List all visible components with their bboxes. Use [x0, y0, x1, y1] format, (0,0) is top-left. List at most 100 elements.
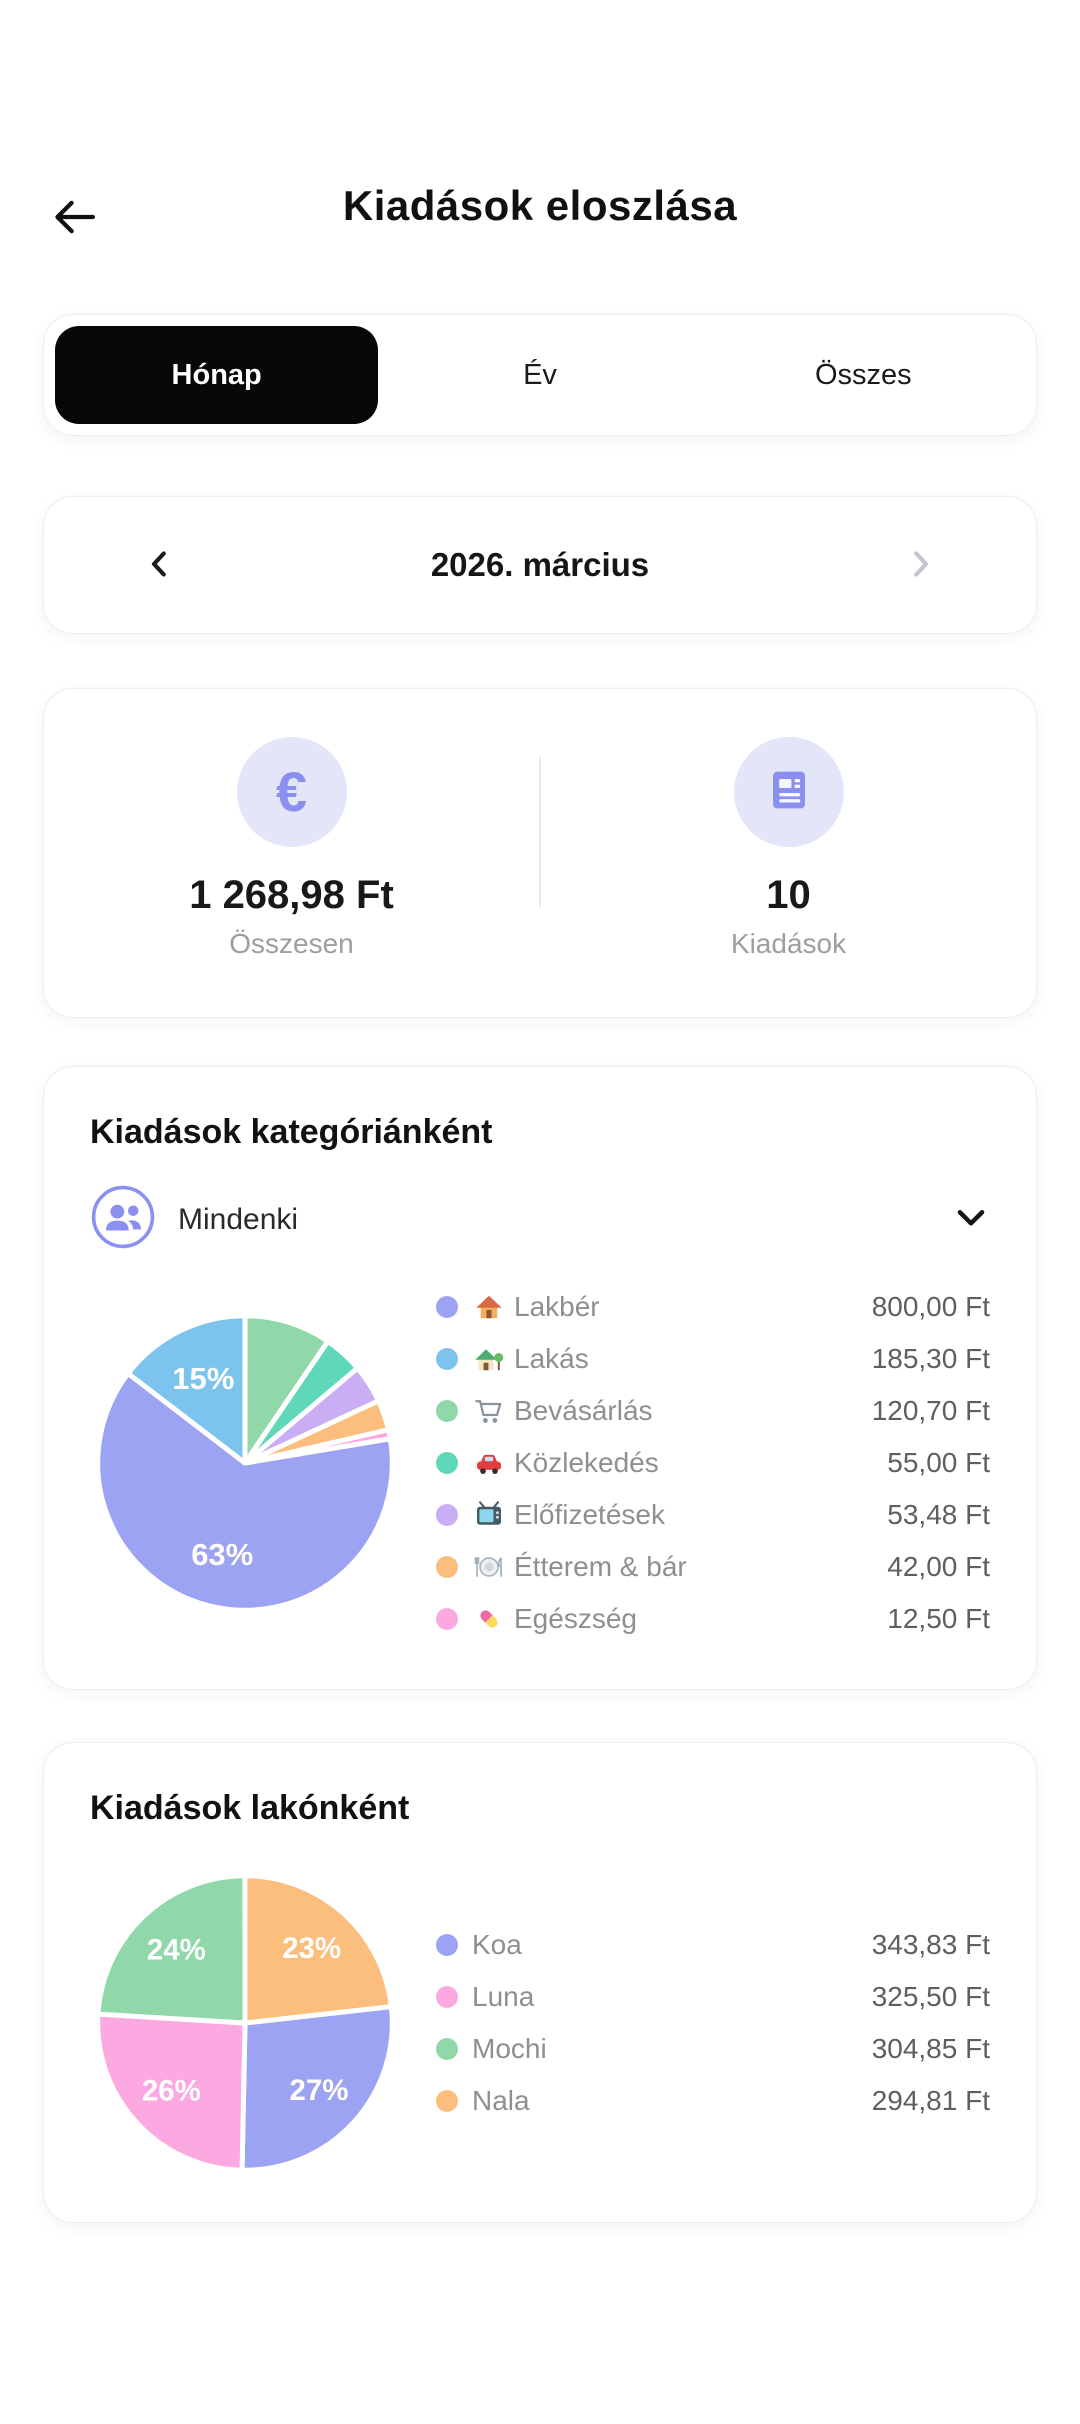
legend-amount: 12,50 Ft [887, 1603, 990, 1634]
total-summary: € 1 268,98 Ft Összesen [44, 737, 539, 1017]
pie-percent-label: 27% [289, 2074, 348, 2107]
legend-label: Előfizetések [514, 1499, 665, 1530]
pie-slice-lak-s [125, 1313, 248, 1466]
legend-row: Előfizetések 53,48 Ft [436, 1489, 990, 1541]
tab-honap[interactable]: Hónap [55, 326, 379, 424]
receipt-icon [762, 763, 816, 822]
chevron-right-icon [902, 546, 938, 585]
next-month-button[interactable] [896, 541, 944, 589]
legend-color-dot [436, 2038, 458, 2060]
legend-label: Étterem & bár [514, 1551, 687, 1582]
legend-color-dot [436, 1608, 458, 1630]
total-caption: Összesen [229, 928, 354, 959]
chevron-left-icon [142, 546, 178, 585]
pie-percent-label: 15% [172, 1361, 234, 1396]
categories-legend: Lakbér 800,00 Ft Lakás 185,30 Ft Bevásárlás 1… [436, 1281, 990, 1645]
summary-card: € 1 268,98 Ft Összesen 10 [43, 688, 1037, 1018]
total-amount: 1 268,98 Ft [189, 873, 394, 917]
month-selector: 2026. március [43, 496, 1037, 634]
pie-percent-label: 63% [191, 1537, 253, 1572]
legend-color-dot [436, 1934, 458, 1956]
pill-icon [472, 1602, 506, 1636]
legend-label: Közlekedés [514, 1447, 659, 1478]
pie-slice-lakb-r [95, 1370, 395, 1613]
receipt-icon-circle [733, 737, 844, 847]
legend-amount: 42,00 Ft [887, 1551, 990, 1582]
residents-card: Kiadások lakónként 27% 26% 24% 23% Koa 343,8… [43, 1742, 1037, 2223]
categories-card: Kiadások kategóriánként Mindenki 6 [43, 1066, 1037, 1690]
resident-filter-dropdown[interactable]: Mindenki [90, 1184, 990, 1255]
legend-color-dot [436, 1986, 458, 2008]
page-title: Kiadások eloszlása [342, 182, 738, 229]
legend-amount: 343,83 Ft [871, 1929, 990, 1960]
pie-percent-label: 24% [147, 1934, 206, 1967]
legend-color-dot [436, 1504, 458, 1526]
legend-amount: 325,50 Ft [871, 1981, 990, 2012]
legend-row: Egészség 12,50 Ft [436, 1593, 990, 1645]
legend-label: Bevásárlás [514, 1395, 653, 1426]
pie-slice-koa [239, 2004, 395, 2173]
car-icon [472, 1446, 506, 1480]
shopping-cart-icon [472, 1394, 506, 1428]
legend-row: Lakbér 800,00 Ft [436, 1281, 990, 1333]
pie-slice-eg-szs-g [242, 1427, 393, 1466]
legend-color-dot [436, 2090, 458, 2112]
count-summary: 10 Kiadások [541, 737, 1036, 1017]
legend-color-dot [436, 1556, 458, 1578]
legend-amount: 294,81 Ft [871, 2085, 990, 2116]
legend-label: Lakbér [514, 1291, 600, 1322]
residents-legend: Koa 343,83 Ft Luna 325,50 Ft Mochi 304,85 Ft N… [436, 1919, 990, 2127]
legend-amount: 55,00 Ft [887, 1447, 990, 1478]
people-icon [90, 1184, 156, 1255]
pie-slice-luna [95, 2011, 248, 2173]
legend-row: Bevásárlás 120,70 Ft [436, 1385, 990, 1437]
legend-label: Luna [472, 1981, 535, 2012]
legend-amount: 304,85 Ft [871, 2033, 990, 2064]
previous-month-button[interactable] [136, 541, 184, 589]
pie-percent-label: 23% [282, 1932, 341, 1965]
categories-chart-body: 63% 15% Lakbér 800,00 Ft Lakás 185,30 Ft Bevá… [90, 1281, 990, 1645]
categories-heading: Kiadások kategóriánként [90, 1113, 493, 1151]
pie-percent-label: 26% [142, 2074, 201, 2107]
pie-slice-mochi [95, 1873, 248, 2026]
period-tabs: Hónap Év Összes [43, 314, 1037, 436]
legend-color-dot [436, 1452, 458, 1474]
legend-row: Közlekedés 55,00 Ft [436, 1437, 990, 1489]
residents-pie-chart: 27% 26% 24% 23% [90, 1868, 400, 2178]
chevron-down-icon [952, 1198, 990, 1241]
legend-amount: 120,70 Ft [871, 1395, 990, 1426]
header: Kiadások eloszlása [0, 0, 1080, 252]
selected-month-label: 2026. március [430, 546, 650, 583]
legend-label: Koa [472, 1929, 522, 1960]
legend-amount: 800,00 Ft [871, 1291, 990, 1322]
legend-label: Egészség [514, 1603, 637, 1634]
legend-row: Koa 343,83 Ft [436, 1919, 990, 1971]
pie-slice-nala [242, 1873, 394, 2026]
back-button[interactable] [44, 188, 104, 248]
expense-count-caption: Kiadások [730, 928, 847, 959]
legend-row: Étterem & bár 42,00 Ft [436, 1541, 990, 1593]
legend-row: Luna 325,50 Ft [436, 1971, 990, 2023]
legend-amount: 185,30 Ft [871, 1343, 990, 1374]
legend-label: Lakás [514, 1343, 589, 1374]
legend-color-dot [436, 1400, 458, 1422]
legend-amount: 53,48 Ft [887, 1499, 990, 1530]
expense-count: 10 [766, 873, 811, 917]
back-arrow-icon [48, 191, 100, 246]
house-icon [472, 1290, 506, 1324]
euro-icon-circle: € [236, 737, 347, 847]
categories-pie-chart: 63% 15% [90, 1308, 400, 1618]
summary-divider [539, 757, 541, 907]
tab-ev[interactable]: Év [523, 358, 557, 391]
tv-icon [472, 1498, 506, 1532]
legend-color-dot [436, 1296, 458, 1318]
tab-osszes[interactable]: Összes [814, 358, 912, 391]
legend-row: Mochi 304,85 Ft [436, 2023, 990, 2075]
legend-label: Nala [472, 2085, 530, 2116]
filter-selected-value: Mindenki [178, 1202, 299, 1236]
house-garden-icon [472, 1342, 506, 1376]
legend-row: Nala 294,81 Ft [436, 2075, 990, 2127]
euro-icon: € [275, 760, 308, 823]
legend-color-dot [436, 1348, 458, 1370]
